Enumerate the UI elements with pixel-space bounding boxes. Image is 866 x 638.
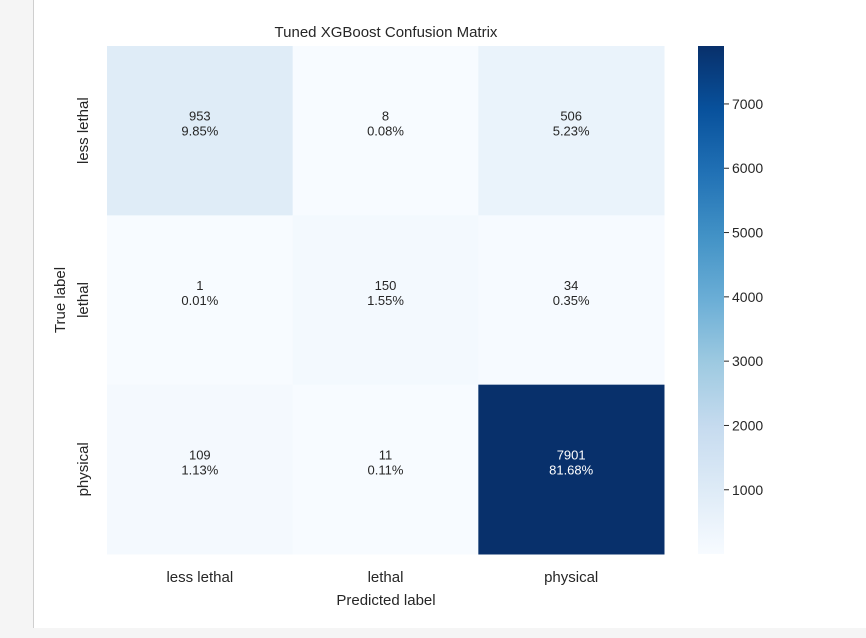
cell-count-r1-c0: 1: [196, 278, 203, 293]
notebook-bottom-strip: [0, 628, 866, 638]
cell-count-r2-c0: 109: [189, 447, 211, 462]
y-tick-label-2: physical: [75, 442, 92, 496]
cell-percent-r0-c1: 0.08%: [367, 124, 404, 139]
heatmap-cell-r1-c0: [107, 215, 294, 386]
cell-percent-r1-c0: 0.01%: [181, 293, 218, 308]
cell-percent-r0-c0: 9.85%: [181, 124, 218, 139]
cell-percent-r0-c2: 5.23%: [553, 124, 590, 139]
heatmap-cell-r1-c2: [478, 215, 665, 386]
colorbar-tick-label-0: 1000: [732, 482, 763, 498]
chart-title: Tuned XGBoost Confusion Matrix: [275, 24, 498, 41]
heatmap-cell-r0-c2: [478, 46, 665, 216]
heatmap-cell-r0-c1: [292, 46, 479, 216]
colorbar: [698, 46, 724, 554]
cell-count-r0-c0: 953: [189, 109, 211, 124]
cell-count-r0-c2: 506: [560, 109, 582, 124]
cell-percent-r1-c2: 0.35%: [553, 293, 590, 308]
x-tick-label-0: less lethal: [166, 569, 233, 586]
cell-percent-r2-c1: 0.11%: [368, 462, 404, 477]
colorbar-tick-label-5: 6000: [732, 160, 763, 176]
y-axis-label: True label: [52, 267, 69, 333]
colorbar-tick-label-3: 4000: [732, 289, 763, 305]
cell-count-r1-c2: 34: [564, 278, 578, 293]
heatmap-cell-r0-c0: [107, 46, 294, 216]
cell-percent-r1-c1: 1.55%: [367, 293, 404, 308]
x-tick-label-2: physical: [544, 569, 598, 586]
cell-count-r1-c1: 150: [375, 278, 397, 293]
notebook-gutter: [0, 0, 34, 628]
heatmap-cell-r2-c0: [107, 384, 294, 555]
colorbar-ticks: 1000 2000 3000 4000 5000 6000 7000: [724, 96, 763, 498]
cell-count-r0-c1: 8: [382, 109, 389, 124]
heatmap-cell-r2-c1: [292, 384, 479, 555]
heatmap-cell-r1-c1: [292, 215, 479, 386]
colorbar-tick-label-4: 5000: [732, 225, 763, 241]
cell-percent-r2-c2: 81.68%: [549, 462, 594, 477]
cell-percent-r2-c0: 1.13%: [181, 462, 218, 477]
y-tick-labels: less lethal lethal physical: [75, 97, 92, 496]
y-tick-label-1: lethal: [75, 282, 92, 318]
cell-count-r2-c2: 7901: [557, 447, 586, 462]
colorbar-tick-label-2: 3000: [732, 353, 763, 369]
heatmap-cells: 9539.85%80.08%5065.23%10.01%1501.55%340.…: [107, 46, 665, 555]
colorbar-tick-label-1: 2000: [732, 417, 763, 433]
cell-count-r2-c1: 11: [379, 447, 393, 462]
x-axis-label: Predicted label: [336, 592, 435, 609]
x-tick-labels: less lethal lethal physical: [166, 569, 598, 586]
y-tick-label-0: less lethal: [75, 97, 92, 164]
heatmap-cell-r2-c2: [478, 384, 665, 555]
x-tick-label-1: lethal: [368, 569, 404, 586]
colorbar-tick-label-6: 7000: [732, 96, 763, 112]
